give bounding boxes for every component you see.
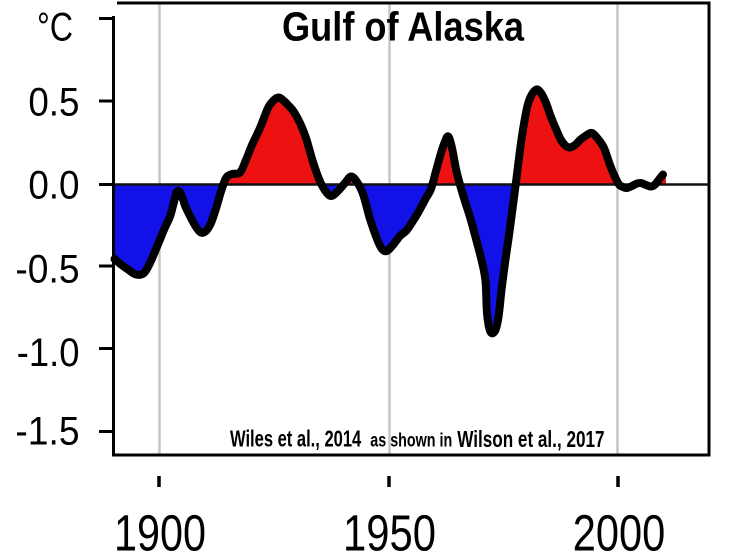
svg-text:as shown in: as shown in (370, 430, 452, 451)
svg-text:0.0: 0.0 (28, 163, 79, 208)
svg-text:1950: 1950 (343, 505, 436, 558)
svg-text:1900: 1900 (114, 504, 206, 558)
svg-text:Wilson et al., 2017: Wilson et al., 2017 (457, 428, 604, 453)
svg-text:-1.5: -1.5 (15, 409, 79, 454)
svg-text:°C: °C (37, 4, 73, 49)
svg-text:2000: 2000 (573, 504, 666, 558)
svg-text:Gulf of Alaska: Gulf of Alaska (282, 5, 524, 51)
svg-text:Wiles et al., 2014: Wiles et al., 2014 (230, 427, 362, 452)
svg-text:-0.5: -0.5 (15, 247, 79, 292)
svg-text:0.5: 0.5 (28, 80, 79, 125)
svg-text:-1.0: -1.0 (17, 330, 80, 375)
